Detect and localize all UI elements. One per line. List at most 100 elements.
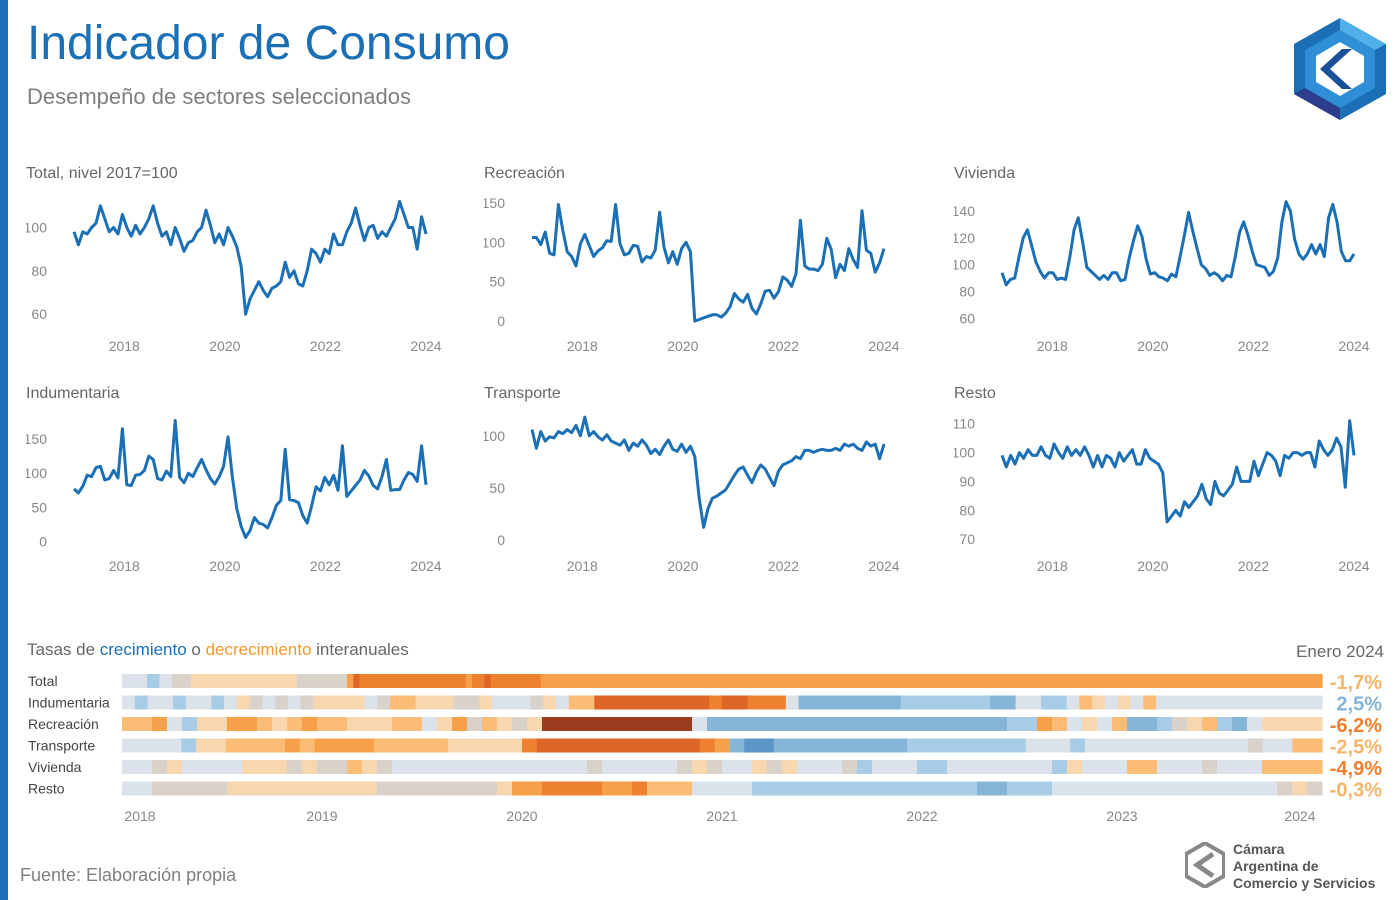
heatmap-cell (602, 760, 618, 774)
heatmap-cell (1190, 674, 1198, 688)
heatmap-cell (434, 674, 442, 688)
heatmap-cell (1122, 674, 1129, 688)
heatmap-cell (275, 695, 289, 710)
heatmap-cell (892, 738, 908, 753)
heatmap-cell (753, 674, 761, 688)
heatmap-cell (317, 781, 333, 796)
y-tick-label: 0 (497, 532, 505, 548)
heatmap-cell (878, 674, 886, 688)
heatmap-cell (647, 717, 663, 731)
heatmap-cell (565, 674, 573, 688)
heatmap-cell (418, 738, 434, 753)
heatmap-cell (351, 695, 366, 710)
heatmap-cell (640, 738, 656, 753)
heatmap-cell (198, 695, 212, 710)
heatmap-cell (210, 738, 227, 753)
heatmap-cell (1142, 717, 1158, 731)
heatmap-cell (1247, 738, 1264, 753)
line-chart: 0 50 100 150 2018 2020 2022 2024 (26, 419, 442, 574)
series-line (532, 203, 886, 323)
heatmap-cell (824, 695, 838, 710)
heatmap-cell (1003, 674, 1011, 688)
heatmap-cell (1070, 738, 1086, 753)
page-subtitle: Desempeño de sectores seleccionados (27, 84, 412, 109)
heatmap-cell (209, 674, 217, 688)
heatmap-cell (222, 674, 229, 688)
heatmap-cell (1232, 695, 1247, 710)
decline-word: decrecimiento (205, 640, 312, 659)
heatmap-cell (1130, 695, 1144, 710)
heatmap-cell (939, 695, 953, 710)
heatmap-cell (782, 760, 798, 774)
heatmap-cell (1307, 781, 1323, 796)
heatmap-cell (803, 674, 811, 688)
heatmap-cell (299, 738, 316, 753)
heatmap-cell (737, 781, 753, 796)
heatmap-cell (415, 695, 429, 710)
heatmap-cell (185, 695, 200, 710)
line-chart: 60 80 100 2018 2020 2022 2024 (26, 200, 442, 354)
heatmap-last-value: -2,5% (1330, 737, 1382, 759)
heatmap-cell (1140, 674, 1148, 688)
heatmap-cell (670, 738, 686, 753)
heatmap-cell (1168, 695, 1183, 710)
heatmap-cell (812, 760, 828, 774)
heatmap-cell (1307, 738, 1323, 753)
chart-panel-total: Total, nivel 2017=100 60 80 100 2018 2020 2022… (26, 165, 466, 375)
heatmap-cell (1207, 695, 1221, 710)
heatmap-cell (1228, 674, 1236, 688)
heatmap-cell (1090, 674, 1098, 688)
x-tick-label: 2024 (410, 338, 441, 354)
heatmap-cell (167, 717, 183, 731)
heatmap-cell (1037, 717, 1053, 731)
heatmap-cell (543, 695, 557, 710)
heatmap-cell (917, 781, 933, 796)
heatmap-cell (1203, 738, 1219, 753)
heatmap-cell (359, 674, 367, 688)
y-tick-label: 80 (31, 263, 47, 279)
heatmap-cell (1082, 717, 1098, 731)
heatmap-cell (137, 717, 153, 731)
heatmap-cell (865, 674, 873, 688)
heatmap-cell (926, 695, 940, 710)
heatmap-cell (259, 674, 267, 688)
series-line (72, 419, 428, 539)
heatmap-cell (152, 781, 168, 796)
heatmap-cell (512, 781, 528, 796)
heatmap-cell (1067, 781, 1083, 796)
heatmap-last-value: -4,9% (1330, 758, 1382, 780)
heatmap-cell (497, 781, 513, 796)
heatmap-cell (317, 760, 333, 774)
heatmap-cell (1283, 695, 1298, 710)
heatmap-cell (242, 717, 258, 731)
heatmap-cell (437, 760, 453, 774)
heatmap-cell (1173, 738, 1190, 753)
line-chart: 60 80 100 120 140 2018 2020 2022 2024 (954, 200, 1370, 354)
heatmap-cell (902, 781, 918, 796)
chart-title: Indumentaria (26, 385, 120, 402)
heatmap-cell (465, 674, 473, 688)
heatmap-cell (827, 760, 843, 774)
heatmap-cell (572, 760, 588, 774)
heatmap-cell (372, 674, 379, 688)
heatmap-cell (1278, 674, 1286, 688)
heatmap-cell (900, 695, 915, 710)
heatmap-cell (872, 760, 888, 774)
heatmap-cell (409, 674, 417, 688)
heatmap-cell (197, 717, 213, 731)
heatmap-cell (625, 738, 642, 753)
heatmap-cell (992, 781, 1008, 796)
chart-title: Recreación (484, 165, 565, 182)
heatmap-cell (670, 695, 685, 710)
heatmap-cell (581, 695, 595, 710)
heatmap-cell (1109, 674, 1117, 688)
heatmap-cell (932, 717, 948, 731)
heatmap-cell (212, 717, 228, 731)
heatmap-cell (402, 695, 417, 710)
heatmap-cell (840, 674, 848, 688)
series-line (1000, 200, 1356, 287)
heatmap-cell (1009, 674, 1017, 688)
chart-panel-resto: Resto 70 80 90 100 110 2018 2020 2022 2024 (954, 385, 1394, 595)
heatmap-cell (397, 674, 404, 688)
heatmap-x-tick: 2021 (706, 808, 737, 824)
